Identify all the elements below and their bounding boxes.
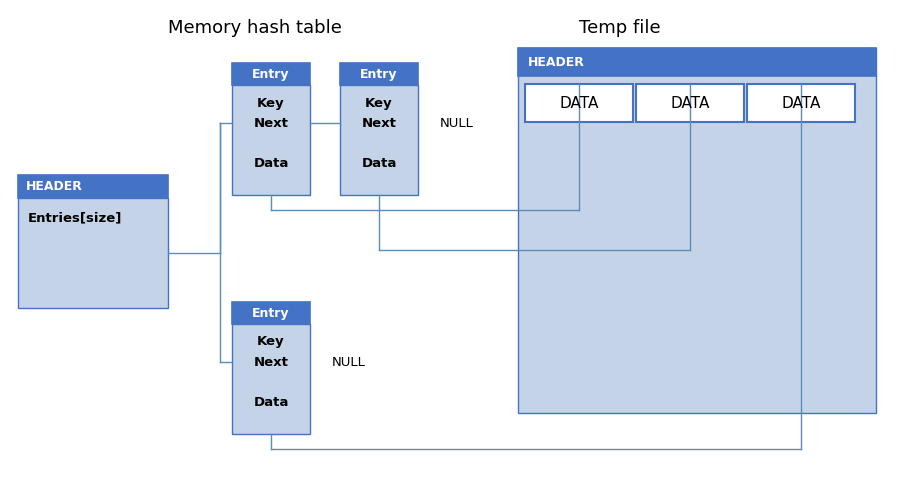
Bar <box>747 84 855 122</box>
Bar <box>525 84 633 122</box>
Text: Entry: Entry <box>252 306 290 319</box>
Text: DATA: DATA <box>670 96 709 110</box>
Bar <box>232 324 310 434</box>
Text: Key: Key <box>257 336 285 348</box>
Text: DATA: DATA <box>559 96 599 110</box>
Text: Data: Data <box>361 156 397 170</box>
Text: NULL: NULL <box>332 356 365 369</box>
Text: Temp file: Temp file <box>579 19 661 37</box>
Text: Data: Data <box>253 156 288 170</box>
Text: Next: Next <box>253 356 288 369</box>
Text: Entry: Entry <box>360 67 398 80</box>
Text: Entries[size]: Entries[size] <box>28 211 122 225</box>
Bar <box>232 302 310 324</box>
Text: Next: Next <box>253 117 288 130</box>
Bar <box>636 84 744 122</box>
Bar <box>18 198 168 308</box>
Text: Next: Next <box>362 117 396 130</box>
Bar <box>232 85 310 195</box>
Text: Memory hash table: Memory hash table <box>168 19 342 37</box>
Bar <box>340 85 418 195</box>
Text: HEADER: HEADER <box>528 55 585 68</box>
Bar <box>518 48 876 76</box>
Text: Key: Key <box>365 97 392 109</box>
Text: Key: Key <box>257 97 285 109</box>
Text: DATA: DATA <box>781 96 821 110</box>
Text: Entry: Entry <box>252 67 290 80</box>
Text: Data: Data <box>253 395 288 409</box>
Text: NULL: NULL <box>440 117 474 130</box>
Bar <box>18 175 168 198</box>
Bar <box>518 48 876 413</box>
Bar <box>340 63 418 85</box>
Text: HEADER: HEADER <box>26 180 83 193</box>
Bar <box>232 63 310 85</box>
